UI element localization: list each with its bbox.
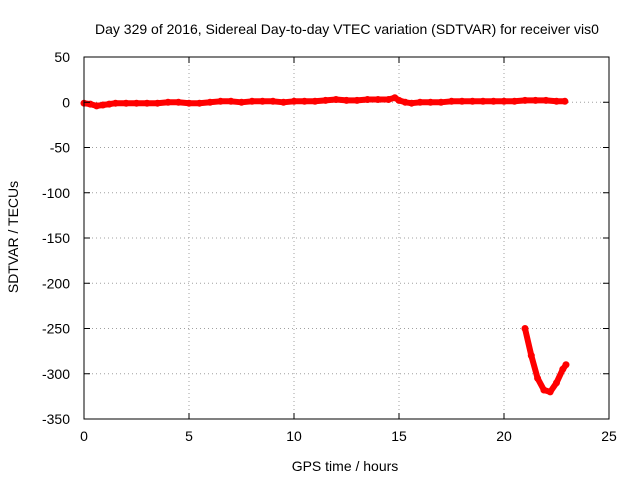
data-point — [458, 97, 466, 105]
data-point — [206, 98, 214, 106]
data-point — [259, 97, 266, 105]
y-tick-label: -150 — [42, 230, 70, 246]
data-point — [542, 96, 550, 104]
data-point — [154, 99, 161, 107]
data-point — [364, 96, 371, 103]
data-point — [185, 99, 193, 107]
data-point — [269, 97, 277, 105]
x-tick-label: 15 — [391, 428, 407, 444]
data-point — [311, 97, 319, 105]
data-point — [521, 325, 529, 332]
x-tick-label: 5 — [185, 428, 193, 444]
data-point — [521, 96, 529, 104]
data-point — [143, 99, 151, 107]
y-axis-label: SDTVAR / TECUs — [5, 181, 21, 293]
data-point — [99, 101, 107, 109]
data-point — [122, 99, 130, 107]
plot-frame — [83, 56, 610, 420]
x-tick-label: 10 — [286, 428, 302, 444]
data-point — [532, 96, 539, 104]
data-point — [546, 388, 554, 396]
data-point — [133, 99, 140, 107]
data-point — [500, 97, 508, 105]
data-point — [93, 102, 101, 110]
data-point — [562, 361, 570, 369]
data-point — [553, 379, 560, 387]
data-point — [112, 99, 119, 107]
data-point — [448, 97, 455, 105]
y-tick-label: 0 — [62, 94, 70, 110]
y-tick-label: -50 — [50, 140, 70, 156]
data-point — [332, 96, 340, 103]
data-point — [301, 97, 308, 105]
data-point — [290, 97, 298, 105]
data-point — [353, 96, 361, 104]
data-point — [490, 97, 497, 105]
chart-title: Day 329 of 2016, Sidereal Day-to-day VTE… — [95, 21, 599, 37]
data-point — [540, 386, 548, 394]
data-point — [374, 96, 382, 103]
data-point — [479, 97, 487, 105]
data-point — [511, 97, 518, 105]
data-point — [416, 98, 424, 106]
y-tick-label: -100 — [42, 185, 70, 201]
data-point — [527, 352, 535, 360]
y-tick-label: -200 — [42, 275, 70, 291]
y-tick-label: -350 — [42, 411, 70, 427]
data-point — [322, 96, 329, 104]
data-point — [105, 100, 113, 108]
axis-ticks — [83, 56, 610, 420]
x-tick-label: 20 — [496, 428, 512, 444]
data-series — [80, 94, 570, 396]
data-point — [217, 97, 224, 105]
data-point — [164, 98, 172, 106]
data-point — [561, 97, 569, 105]
data-point — [248, 97, 256, 105]
data-point — [343, 96, 350, 104]
data-point — [238, 98, 245, 106]
data-point — [86, 100, 94, 108]
data-point — [427, 98, 434, 106]
grid-lines — [84, 57, 609, 419]
data-point — [437, 98, 445, 106]
y-tick-label: 50 — [54, 49, 70, 65]
x-tick-label: 25 — [601, 428, 617, 444]
tick-labels: 0 5 10 15 20 25 50 0 -50 -100 -150 -200 -250 -300 -350 — [42, 49, 617, 444]
x-tick-label: 0 — [80, 428, 88, 444]
data-point — [534, 374, 542, 382]
y-tick-label: -300 — [42, 366, 70, 382]
y-tick-label: -250 — [42, 321, 70, 337]
data-point — [401, 98, 409, 106]
x-axis-label: GPS time / hours — [292, 458, 399, 474]
data-point — [408, 99, 416, 107]
data-point — [553, 97, 560, 105]
data-point — [196, 99, 203, 107]
data-point — [227, 97, 235, 105]
data-point — [469, 97, 476, 105]
data-point — [280, 98, 287, 106]
data-point — [395, 96, 403, 104]
data-point — [385, 96, 392, 103]
data-point — [175, 98, 182, 106]
